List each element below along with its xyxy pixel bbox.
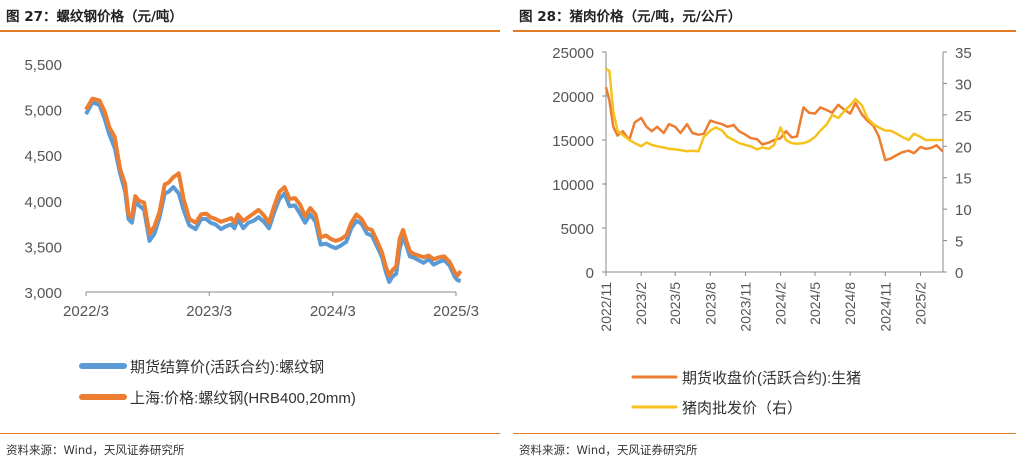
x-tick-label: 2025/2: [912, 282, 928, 325]
x-tick-label: 2022/11: [598, 282, 614, 332]
title-rule: [513, 30, 1016, 32]
x-tick-label: 2023/2: [633, 282, 649, 325]
y-right-tick-label: 30: [955, 76, 972, 93]
y-tick-label: 4,500: [24, 148, 62, 165]
series-line-2: [84, 96, 463, 278]
x-tick-label: 2024/5: [807, 282, 823, 325]
x-tick-label: 2023/11: [737, 282, 753, 332]
y-tick-label: 5,000: [24, 103, 62, 120]
series-line-1: [604, 86, 944, 162]
pork-price-chart: 0 5000 10000 15000 20000 25000 0 5 10 15 20 25 30 35 2…: [552, 45, 972, 417]
y-tick-label: 3,500: [24, 239, 62, 256]
y-right-tick-label: 35: [955, 45, 972, 62]
y-right-tick-label: 20: [955, 139, 972, 156]
figure-title: 图 28：猪肉价格（元/吨，元/公斤）: [519, 9, 742, 25]
series-line-2: [605, 67, 943, 153]
figure-title: 图 27：螺纹钢价格（元/吨）: [6, 9, 183, 25]
x-tick-label: 2024/11: [877, 282, 893, 332]
source-note: 资料来源：Wind，天风证券研究所: [6, 443, 185, 457]
series-line-1: [84, 100, 462, 284]
x-tick-label: 2023/8: [702, 282, 718, 325]
x-tick-label: 2025/3: [433, 303, 479, 320]
y-tick-label: 4,000: [24, 194, 62, 211]
x-tick-label: 2024/3: [310, 303, 356, 320]
chart-panel-rebar: 图 27：螺纹钢价格（元/吨） 3,000 3,500 4,000 4,500 5,00…: [0, 0, 500, 465]
y-tick-label: 0: [586, 265, 594, 282]
y-tick-label: 5,500: [24, 57, 62, 74]
y-right-tick-label: 25: [955, 108, 972, 125]
legend-label: 上海:价格:螺纹钢(HRB400,20mm): [130, 390, 356, 407]
source-note: 资料来源：Wind，天风证券研究所: [519, 443, 698, 457]
y-tick-label: 25000: [552, 45, 594, 62]
y-tick-label: 15000: [552, 133, 594, 150]
x-tick-label: 2023/3: [186, 303, 232, 320]
x-tick-label: 2024/8: [842, 282, 858, 325]
legend-label: 期货结算价(活跃合约):螺纹钢: [130, 358, 324, 376]
legend-label: 期货收盘价(活跃合约):生猪: [682, 369, 861, 387]
legend-label: 猪肉批发价（右）: [682, 400, 802, 417]
y-tick-label: 10000: [552, 177, 594, 194]
y-right-tick-label: 10: [955, 202, 972, 219]
x-tick-label: 2024/2: [773, 282, 789, 325]
footer-rule: [0, 433, 500, 434]
chart-panel-pork: 图 28：猪肉价格（元/吨，元/公斤） 0 5000 10000 15000 20000…: [513, 0, 1016, 465]
y-tick-label: 3,000: [24, 285, 62, 302]
title-rule: [0, 30, 500, 32]
x-tick-label: 2022/3: [63, 303, 109, 320]
y-right-tick-label: 0: [955, 265, 963, 282]
y-right-tick-label: 15: [955, 171, 972, 188]
y-tick-label: 20000: [552, 89, 594, 106]
x-tick-label: 2023/5: [667, 282, 683, 325]
rebar-price-chart: 3,000 3,500 4,000 4,500 5,000 5,500 2022/3 2023…: [24, 57, 479, 407]
y-tick-label: 5000: [561, 221, 594, 238]
footer-rule: [513, 433, 1016, 434]
y-right-tick-label: 5: [955, 234, 963, 251]
